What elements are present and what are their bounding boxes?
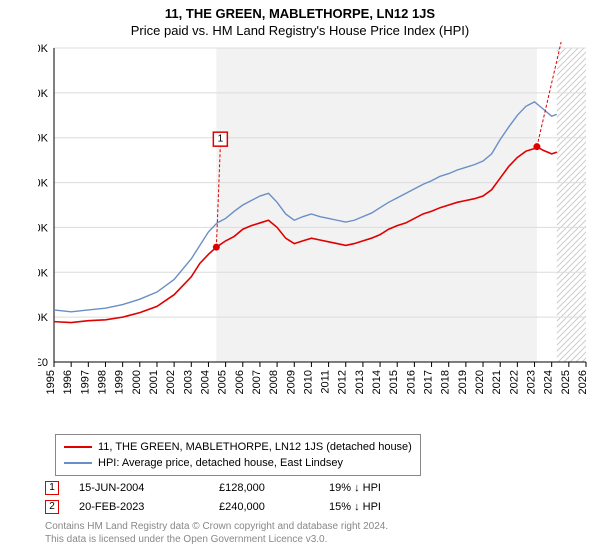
chart-area: £0 £50K £100K £150K £200K £250K £300K £350K 1995… [38,42,598,422]
svg-text:2006: 2006 [234,370,246,394]
marker-number: 1 [49,482,55,493]
transaction-price: £128,000 [219,482,329,494]
svg-text:2003: 2003 [182,370,194,394]
footer-line: Contains HM Land Registry data © Crown c… [45,520,388,533]
svg-text:2018: 2018 [440,370,452,394]
svg-text:1995: 1995 [45,370,57,394]
svg-text:2025: 2025 [560,370,572,394]
transaction-date: 15-JUN-2004 [79,482,219,494]
svg-text:£300K: £300K [38,88,49,100]
svg-text:2024: 2024 [543,370,555,394]
svg-text:2021: 2021 [491,370,503,394]
svg-text:£200K: £200K [38,178,49,190]
svg-text:2015: 2015 [388,370,400,394]
marker-badge: 1 [45,481,59,495]
svg-text:2007: 2007 [251,370,263,394]
transaction-date: 20-FEB-2023 [79,501,219,513]
transaction-pct: 15% ↓ HPI [329,501,439,513]
legend: 11, THE GREEN, MABLETHORPE, LN12 1JS (de… [55,434,421,476]
svg-text:2004: 2004 [199,370,211,394]
legend-swatch [64,446,92,448]
marker-number: 2 [49,501,55,512]
footer: Contains HM Land Registry data © Crown c… [45,520,388,546]
svg-text:1: 1 [218,134,224,145]
legend-item: HPI: Average price, detached house, East… [64,455,412,471]
svg-text:£100K: £100K [38,267,49,279]
chart-container: 11, THE GREEN, MABLETHORPE, LN12 1JS Pri… [0,0,600,560]
svg-text:2008: 2008 [268,370,280,394]
svg-text:2010: 2010 [302,370,314,394]
svg-text:£50K: £50K [38,312,49,324]
transaction-row: 2 20-FEB-2023 £240,000 15% ↓ HPI [45,497,439,516]
legend-swatch [64,462,92,464]
svg-text:1997: 1997 [79,370,91,394]
transaction-pct: 19% ↓ HPI [329,482,439,494]
svg-text:2016: 2016 [405,370,417,394]
svg-text:£0: £0 [38,357,48,369]
chart-subtitle: Price paid vs. HM Land Registry's House … [0,21,600,42]
svg-text:2017: 2017 [423,370,435,394]
transaction-row: 1 15-JUN-2004 £128,000 19% ↓ HPI [45,478,439,497]
svg-text:2011: 2011 [320,370,332,394]
svg-text:2002: 2002 [165,370,177,394]
svg-text:2019: 2019 [457,370,469,394]
chart-title: 11, THE GREEN, MABLETHORPE, LN12 1JS [0,0,600,21]
transaction-price: £240,000 [219,501,329,513]
svg-text:2014: 2014 [371,370,383,394]
footer-line: This data is licensed under the Open Gov… [45,533,388,546]
svg-text:2001: 2001 [148,370,160,394]
svg-text:2005: 2005 [217,370,229,394]
marker-badge: 2 [45,500,59,514]
svg-text:1996: 1996 [62,370,74,394]
svg-text:2020: 2020 [474,370,486,394]
legend-label: HPI: Average price, detached house, East… [98,457,343,469]
svg-text:1999: 1999 [114,370,126,394]
svg-text:2009: 2009 [285,370,297,394]
svg-text:2026: 2026 [577,370,589,394]
svg-text:1998: 1998 [96,370,108,394]
legend-item: 11, THE GREEN, MABLETHORPE, LN12 1JS (de… [64,439,412,455]
svg-text:£350K: £350K [38,43,49,55]
svg-text:2013: 2013 [354,370,366,394]
svg-text:2022: 2022 [508,370,520,394]
transaction-table: 1 15-JUN-2004 £128,000 19% ↓ HPI 2 20-FE… [45,478,439,516]
svg-text:£250K: £250K [38,133,49,145]
svg-text:£150K: £150K [38,222,49,234]
svg-text:2000: 2000 [131,370,143,394]
svg-text:2012: 2012 [337,370,349,394]
chart-svg: £0 £50K £100K £150K £200K £250K £300K £350K 1995… [38,42,598,422]
svg-text:2023: 2023 [526,370,538,394]
legend-label: 11, THE GREEN, MABLETHORPE, LN12 1JS (de… [98,441,412,453]
